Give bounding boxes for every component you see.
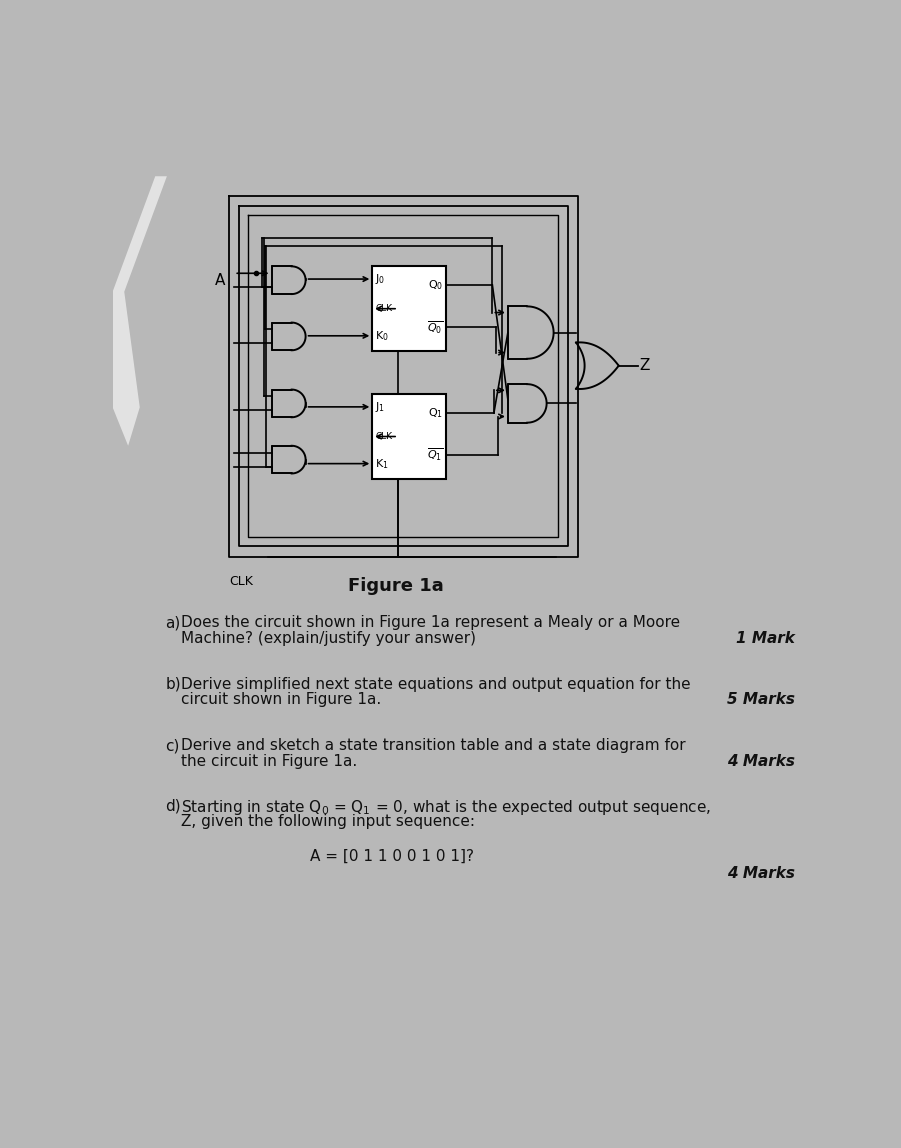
Bar bbox=[372, 266, 446, 351]
Text: Derive and sketch a state transition table and a state diagram for: Derive and sketch a state transition tab… bbox=[181, 738, 686, 753]
Text: Starting in state Q$_0$ = Q$_1$ = 0, what is the expected output sequence,: Starting in state Q$_0$ = Q$_1$ = 0, wha… bbox=[181, 798, 711, 817]
Text: d): d) bbox=[165, 798, 181, 814]
Text: Derive simplified next state equations and output equation for the: Derive simplified next state equations a… bbox=[181, 677, 690, 692]
Text: Figure 1a: Figure 1a bbox=[348, 576, 443, 595]
Text: CLK: CLK bbox=[376, 304, 393, 313]
Text: Z: Z bbox=[640, 358, 650, 373]
Text: J$_0$: J$_0$ bbox=[376, 272, 386, 286]
Text: 4 Marks: 4 Marks bbox=[726, 867, 795, 882]
Text: $\overline{Q_1}$: $\overline{Q_1}$ bbox=[427, 447, 442, 464]
Text: 4 Marks: 4 Marks bbox=[726, 754, 795, 769]
Text: J$_1$: J$_1$ bbox=[376, 400, 386, 414]
Text: circuit shown in Figure 1a.: circuit shown in Figure 1a. bbox=[181, 692, 381, 707]
Text: Z, given the following input sequence:: Z, given the following input sequence: bbox=[181, 814, 475, 829]
Text: K$_1$: K$_1$ bbox=[376, 457, 389, 471]
Text: K$_0$: K$_0$ bbox=[376, 329, 389, 343]
Text: Q$_0$: Q$_0$ bbox=[428, 278, 442, 292]
Text: 5 Marks: 5 Marks bbox=[726, 692, 795, 707]
Text: CLK: CLK bbox=[376, 432, 393, 441]
Text: Does the circuit shown in Figure 1a represent a Mealy or a Moore: Does the circuit shown in Figure 1a repr… bbox=[181, 615, 680, 630]
Text: b): b) bbox=[165, 677, 181, 692]
Text: a): a) bbox=[165, 615, 180, 630]
Text: A: A bbox=[214, 273, 225, 288]
Text: Q$_1$: Q$_1$ bbox=[428, 406, 442, 420]
Text: Machine? (explain/justify your answer): Machine? (explain/justify your answer) bbox=[181, 630, 476, 645]
Text: 1 Mark: 1 Mark bbox=[736, 630, 795, 645]
Text: A = [0 1 1 0 0 1 0 1]?: A = [0 1 1 0 0 1 0 1]? bbox=[310, 848, 474, 863]
Text: CLK: CLK bbox=[229, 575, 253, 588]
Bar bbox=[372, 394, 446, 479]
Text: the circuit in Figure 1a.: the circuit in Figure 1a. bbox=[181, 754, 357, 769]
Polygon shape bbox=[113, 177, 167, 445]
Text: $\overline{Q_0}$: $\overline{Q_0}$ bbox=[427, 319, 442, 335]
Text: c): c) bbox=[165, 738, 179, 753]
